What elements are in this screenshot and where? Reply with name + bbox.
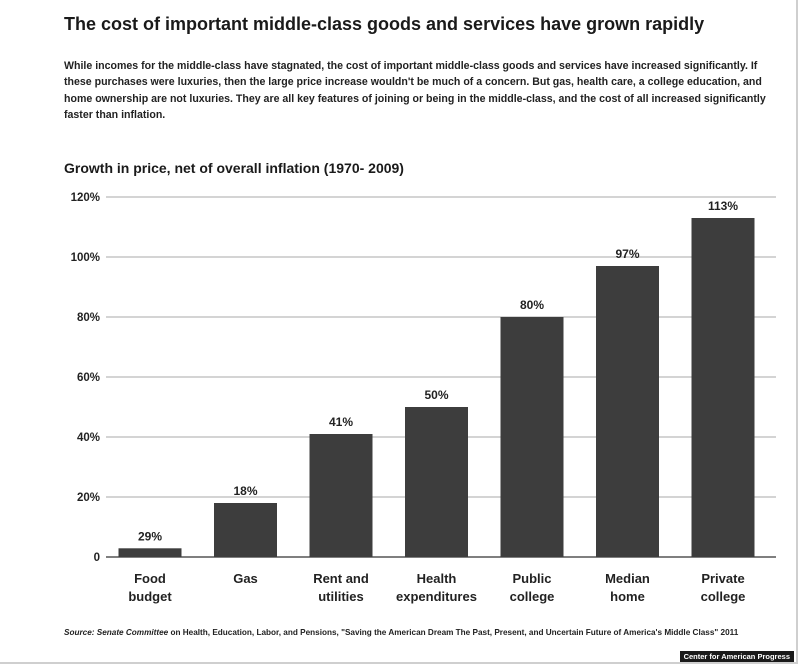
y-axis-ticks: 0 20% 40% 60% 80% 100% 120% <box>71 192 100 564</box>
chart-title: Growth in price, net of overall inflatio… <box>64 160 404 176</box>
x-category-label: expenditures <box>396 589 477 604</box>
bar <box>309 434 373 557</box>
y-tick-label: 60% <box>77 372 100 384</box>
x-category-label: Food <box>134 571 166 586</box>
credit-badge: Center for American Progress <box>679 651 794 662</box>
data-label: 97% <box>615 247 639 261</box>
bar <box>691 218 755 557</box>
y-tick-label: 120% <box>71 192 100 204</box>
bar <box>118 548 182 557</box>
bar <box>405 407 468 557</box>
x-category-label: Gas <box>233 571 258 586</box>
page-title: The cost of important middle-class goods… <box>64 14 705 34</box>
x-category-label: home <box>610 589 645 604</box>
data-label: 80% <box>520 298 544 312</box>
y-tick-label: 100% <box>71 252 100 264</box>
source-organization: Senate Committee <box>96 628 169 637</box>
x-category-label: Rent and <box>313 571 369 586</box>
x-axis-labels: Food budget Gas Rent and utilities Health expe… <box>128 571 745 604</box>
source-note: Source: Senate Committee on Health, Educ… <box>64 626 774 639</box>
y-tick-label: 80% <box>77 312 100 324</box>
x-category-label: college <box>510 589 555 604</box>
y-tick-label: 40% <box>77 432 100 444</box>
x-category-label: Public <box>512 571 551 586</box>
source-text: on Health, Education, Labor, and Pension… <box>168 628 739 637</box>
y-tick-label: 20% <box>77 492 100 504</box>
data-label: 50% <box>424 388 448 402</box>
data-label: 41% <box>329 415 353 429</box>
data-label: 113% <box>708 199 738 213</box>
intro-paragraph: While incomes for the middle-class have … <box>64 60 766 122</box>
data-label: 29% <box>138 529 162 543</box>
bars <box>118 218 755 557</box>
x-category-label: Median <box>605 571 650 586</box>
data-labels: 29% 18% 41% 50% 80% 97% 113% <box>138 199 738 543</box>
x-category-label: Health <box>417 571 457 586</box>
bar <box>596 266 659 557</box>
data-label: 18% <box>233 484 257 498</box>
bar <box>500 317 564 557</box>
x-category-label: college <box>701 589 746 604</box>
x-category-label: budget <box>128 589 172 604</box>
x-category-label: utilities <box>318 589 364 604</box>
source-label: Source: <box>64 628 95 637</box>
bar <box>214 503 277 557</box>
y-tick-label: 0 <box>94 552 100 564</box>
x-category-label: Private <box>701 571 744 586</box>
